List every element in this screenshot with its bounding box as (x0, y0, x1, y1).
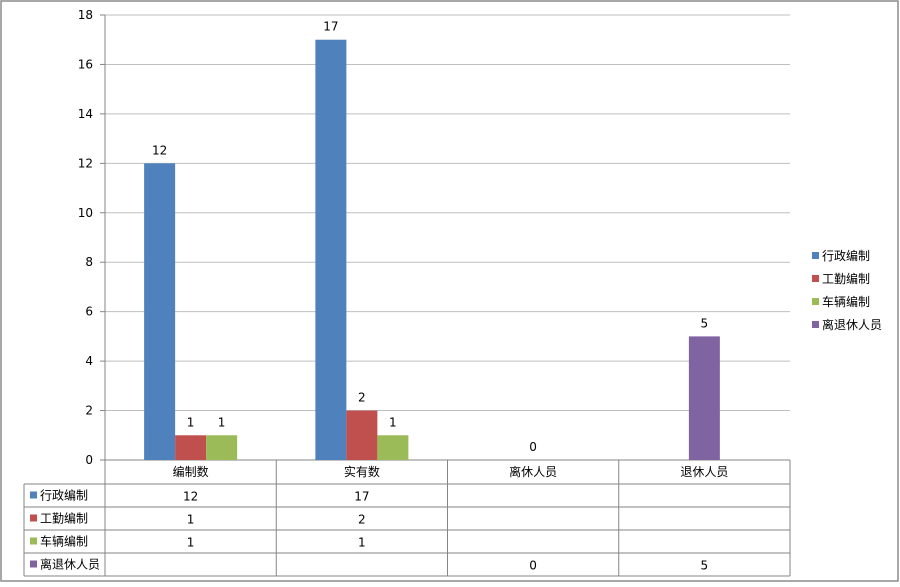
table-legend-key (30, 514, 37, 522)
bar (315, 39, 347, 460)
y-tick-label: 6 (85, 305, 93, 319)
table-cell: 1 (187, 536, 195, 550)
y-tick-label: 14 (78, 107, 93, 121)
x-tick-label: 编制数 (173, 464, 209, 479)
legend-label: 离退休人员 (822, 317, 882, 332)
table-cell: 0 (529, 559, 537, 573)
y-tick-label: 10 (78, 206, 93, 220)
y-tick-label: 18 (78, 8, 93, 22)
x-tick-label: 退休人员 (680, 465, 728, 479)
data-label: 1 (187, 415, 195, 429)
legend-label: 行政编制 (822, 248, 870, 263)
data-label: 1 (218, 415, 226, 429)
legend-key (812, 321, 819, 328)
gridlines (100, 14, 790, 461)
table-series-name: 车辆编制 (40, 534, 88, 549)
data-label: 17 (323, 20, 338, 34)
legend-key (812, 298, 819, 305)
y-tick-label: 8 (85, 255, 93, 269)
table-legend-key (30, 560, 37, 568)
table-series-name: 离退休人员 (40, 557, 100, 572)
bar (346, 410, 378, 460)
table-series-name: 行政编制 (40, 488, 88, 503)
data-labels: 12 1 1 17 2 1 0 5 (152, 20, 708, 454)
y-tick-label: 0 (85, 453, 93, 467)
bar (688, 336, 720, 460)
y-tick-label: 4 (85, 354, 93, 368)
table-cell: 1 (358, 536, 366, 550)
legend-key (812, 275, 819, 282)
x-tick-label: 实有数 (344, 464, 380, 479)
bars (144, 39, 720, 461)
bar (175, 435, 207, 460)
y-tick-label: 2 (85, 404, 93, 418)
data-label: 12 (152, 143, 167, 157)
data-label: 0 (529, 440, 537, 454)
bar (206, 435, 238, 460)
x-tick-label: 离休人员 (509, 464, 557, 479)
table-legend-key (30, 537, 37, 545)
y-tick-label: 16 (78, 57, 93, 71)
y-tick-label: 12 (78, 156, 93, 170)
table-cell: 1 (187, 513, 195, 527)
data-label: 2 (358, 391, 366, 405)
legend-label: 工勤编制 (822, 271, 870, 286)
bar (144, 163, 176, 461)
data-label: 1 (389, 415, 397, 429)
table-cell: 2 (358, 513, 366, 527)
y-axis-ticks: 0 2 4 6 8 10 12 14 16 18 (78, 8, 93, 467)
table-legend-key (30, 491, 37, 499)
table-cell: 5 (701, 559, 709, 573)
data-label: 5 (701, 316, 709, 330)
table-series-name: 工勤编制 (40, 511, 88, 526)
bar (377, 435, 409, 460)
legend-key (812, 252, 819, 259)
table-cell: 17 (354, 490, 369, 504)
legend-label: 车辆编制 (822, 294, 870, 309)
table-cell: 12 (183, 490, 198, 504)
